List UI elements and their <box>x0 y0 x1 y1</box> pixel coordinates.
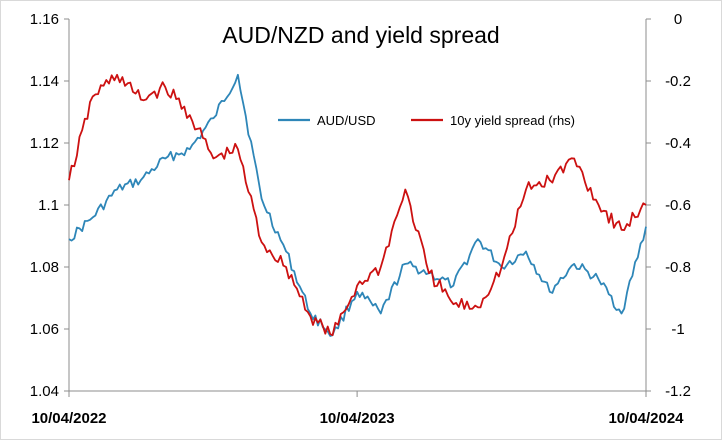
y-left-tick-label: 1.06 <box>30 321 59 338</box>
y-left-tick-label: 1.08 <box>30 259 59 276</box>
series-line-yield-spread <box>68 73 647 337</box>
series-layer <box>68 73 647 337</box>
y-right-ticks: -1.2 -1 -0.8 -0.6 -0.4 -0.2 0 <box>646 11 691 400</box>
y-left-tick-label: 1.1 <box>38 197 59 214</box>
y-right-tick-label: 0 <box>674 11 682 28</box>
chart-title: AUD/NZD and yield spread <box>222 22 499 48</box>
y-right-tick-label: -0.6 <box>665 197 691 214</box>
series-line-aud-usd <box>68 73 647 337</box>
y-left-tick-label: 1.14 <box>30 73 59 90</box>
legend-label-yield-spread: 10y yield spread (rhs) <box>450 113 575 128</box>
y-right-tick-label: -0.8 <box>665 259 691 276</box>
legend: AUD/USD 10y yield spread (rhs) <box>278 113 575 128</box>
y-left-tick-label: 1.04 <box>30 383 59 400</box>
y-right-tick-label: -0.4 <box>665 135 691 152</box>
y-left-ticks: 1.04 1.06 1.08 1.1 1.12 1.14 1.16 <box>30 11 69 400</box>
legend-label-aud-usd: AUD/USD <box>317 113 376 128</box>
x-ticks: 10/04/2022 10/04/2023 10/04/2024 <box>31 391 684 427</box>
y-right-tick-label: -1 <box>671 321 684 338</box>
y-right-tick-label: -0.2 <box>665 73 691 90</box>
y-left-tick-label: 1.12 <box>30 135 59 152</box>
y-right-tick-label: -1.2 <box>665 383 691 400</box>
y-left-tick-label: 1.16 <box>30 11 59 28</box>
x-tick-label: 10/04/2023 <box>320 410 395 427</box>
x-tick-label: 10/04/2022 <box>31 410 106 427</box>
x-tick-label: 10/04/2024 <box>608 410 684 427</box>
